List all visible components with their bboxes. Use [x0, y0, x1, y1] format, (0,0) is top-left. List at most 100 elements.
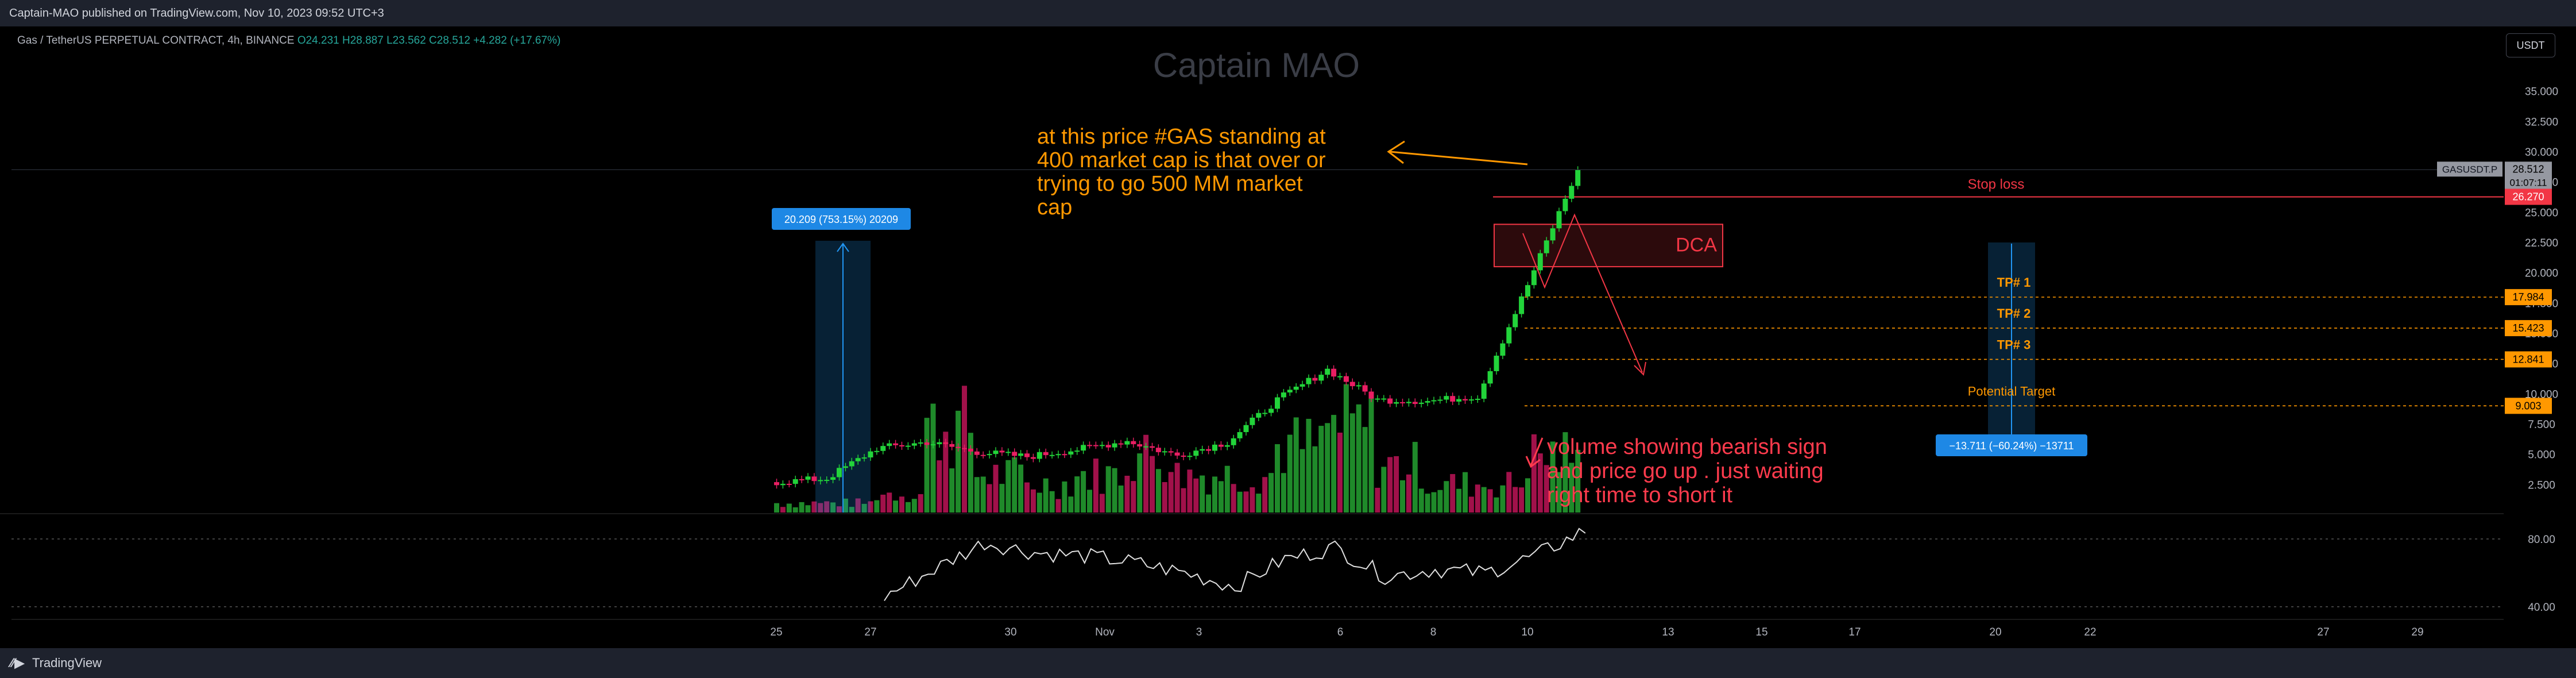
candle [993, 450, 999, 454]
candle [1349, 382, 1355, 387]
volume-bar [1181, 488, 1186, 513]
candle [1200, 449, 1205, 451]
measure-up-arrowhead [837, 242, 849, 252]
candle [1087, 445, 1092, 446]
tp1-tag-bg [2505, 289, 2552, 306]
volume-bar [943, 432, 949, 513]
orange-note-line: trying to go 500 MM market [1037, 172, 1303, 196]
candle [899, 445, 904, 446]
time-tick: 6 [1337, 626, 1344, 638]
candle [1105, 445, 1111, 448]
volume-bar [880, 494, 886, 513]
red-note-line: right time to short it [1547, 483, 1733, 507]
price-axis: 35.00032.50030.00027.50025.00022.50020.0… [2437, 26, 2576, 619]
volume-bar [1018, 464, 1024, 513]
volume-bar [1412, 442, 1418, 513]
volume-bar [786, 503, 792, 513]
candle [943, 442, 949, 444]
candle [1418, 402, 1424, 405]
volume-bar [1275, 444, 1280, 513]
candle [1425, 401, 1430, 403]
level-lines: Stop loss TP# 1 TP# 2 TP# 3 Potential Target… [1493, 177, 2504, 407]
volume-bar [1481, 487, 1487, 513]
candle [1068, 451, 1074, 455]
volume-bar [1556, 472, 1562, 513]
candle [1325, 368, 1330, 375]
price-tick: 25.000 [2525, 207, 2558, 219]
candle [880, 446, 886, 451]
measure-up-label: 20.209 (753.15%) 20209 [784, 214, 898, 225]
orange-note-line: 400 market cap is that over or [1037, 148, 1326, 172]
volume-bar [993, 464, 999, 513]
candle [1112, 443, 1117, 448]
volume-bar [1475, 484, 1480, 513]
volume-bar [968, 433, 973, 513]
stop-loss-tag-bg [2505, 188, 2552, 205]
candle [1318, 375, 1324, 381]
time-tick: 27 [864, 626, 876, 638]
candle [1450, 396, 1456, 402]
volume-bar [1124, 475, 1130, 513]
candle [1224, 445, 1230, 447]
volume-bar [1055, 499, 1061, 513]
price-tick: 35.000 [2525, 86, 2558, 98]
volume-bar [1550, 441, 1556, 513]
volume-bar [956, 410, 961, 513]
candle [1475, 399, 1480, 400]
price-chart[interactable]: Captain MAO 20.209 (753.15%) 20209 −13.71… [0, 26, 2576, 648]
volume-bar [805, 505, 811, 513]
candle [1525, 285, 1530, 296]
volume-bar [1268, 473, 1274, 513]
volume-bar [974, 477, 980, 513]
candle [837, 468, 842, 477]
time-tick: 22 [2084, 626, 2096, 638]
currency-button[interactable]: USDT [2506, 33, 2555, 57]
volume-bar [893, 500, 899, 513]
tp1-tag: 17.984 [2512, 291, 2544, 303]
candle [974, 451, 980, 455]
measure-tools: 20.209 (753.15%) 20209 −13.711 (−60.24%) … [772, 208, 2087, 513]
price-tick: 22.500 [2525, 237, 2558, 249]
candle [1250, 417, 1255, 425]
candle [1362, 385, 1368, 392]
tp3-tag: 12.841 [2512, 353, 2544, 365]
candle [799, 479, 804, 480]
volume-bar [1168, 472, 1174, 513]
candle [1487, 371, 1493, 384]
volume-bar [1105, 466, 1111, 513]
rsi-tick: 40.00 [2528, 602, 2555, 614]
volume-bar [1224, 465, 1230, 513]
volume-bar [1362, 427, 1368, 513]
volume-bar [818, 503, 823, 513]
volume-bar [987, 484, 992, 513]
candle [1463, 399, 1468, 400]
candle [1275, 397, 1280, 409]
candle [968, 448, 973, 452]
volume-bar [1081, 471, 1086, 513]
volume-bar [1575, 449, 1581, 513]
candle [1331, 368, 1337, 377]
volume-bar [1162, 482, 1167, 513]
candle [1262, 413, 1268, 414]
watermark-text: Captain MAO [1153, 46, 1360, 84]
candle [924, 442, 930, 445]
time-tick: 17 [1848, 626, 1861, 638]
candle [1124, 441, 1130, 445]
footer-bar: ⁄⁄▶ TradingView [0, 648, 2576, 678]
candle [1562, 198, 1568, 211]
tradingview-logo-icon[interactable]: ⁄⁄▶ [10, 656, 25, 670]
footer-logo-text[interactable]: TradingView [32, 656, 102, 670]
volume-bar [1036, 492, 1042, 513]
candle [1137, 444, 1143, 447]
stop-loss-tag: 26.270 [2512, 191, 2544, 203]
candle [956, 446, 961, 448]
target-tag-bg [2505, 398, 2552, 414]
time-tick: 27 [2317, 626, 2329, 638]
volume-bar [937, 460, 942, 513]
candle [1212, 444, 1217, 451]
candle [1337, 376, 1343, 377]
symbol-tag: GASUSDT.P [2442, 164, 2497, 175]
candle [1093, 445, 1099, 446]
volume-bar [1531, 434, 1537, 513]
candle [1494, 356, 1499, 371]
